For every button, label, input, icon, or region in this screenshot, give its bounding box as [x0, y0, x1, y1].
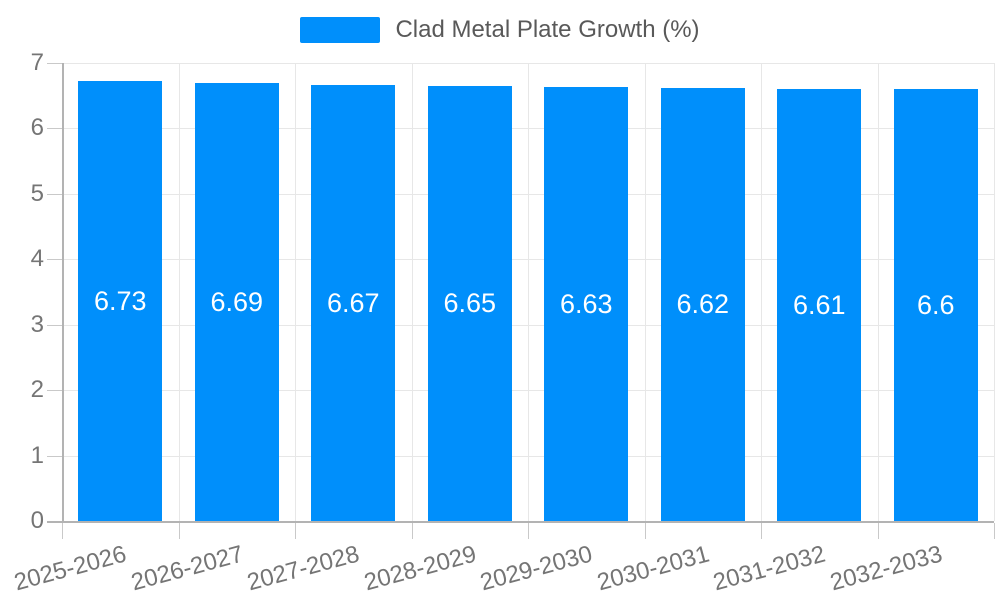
- y-tick-label: 6: [30, 114, 44, 142]
- legend-label: Clad Metal Plate Growth (%): [395, 16, 700, 43]
- bar: [194, 83, 279, 521]
- bar-value-label: 6.62: [676, 289, 730, 320]
- y-tick-label: 3: [30, 310, 44, 338]
- bar-value-label: 6.73: [93, 285, 147, 316]
- legend-swatch-icon: [300, 17, 381, 43]
- y-tick-label: 7: [30, 49, 44, 76]
- x-axis-tick: [411, 523, 413, 539]
- y-axis-tick: [47, 193, 62, 195]
- y-axis-tick: [47, 324, 62, 326]
- x-tick-label: 2026-2027: [128, 540, 247, 597]
- x-axis-tick: [528, 523, 529, 539]
- x-axis-tick: [62, 523, 63, 539]
- x-axis-line: [47, 521, 994, 523]
- x-axis-tick: [994, 523, 995, 539]
- v-gridline: [295, 63, 296, 521]
- bar: [311, 84, 396, 521]
- bar: [660, 87, 745, 521]
- v-gridline: [877, 63, 879, 521]
- x-tick-label: 2030-2031: [594, 540, 713, 597]
- x-tick-label: 2031-2032: [710, 540, 829, 597]
- y-axis-tick: [47, 390, 62, 392]
- bar: [893, 89, 978, 521]
- legend: Clad Metal Plate Growth (%): [0, 16, 1000, 44]
- y-tick-label: 1: [30, 441, 44, 469]
- v-gridline: [994, 63, 995, 521]
- bar: [427, 85, 512, 521]
- bar-value-label: 6.67: [326, 287, 380, 318]
- x-axis-tick: [295, 523, 296, 539]
- legend-item[interactable]: Clad Metal Plate Growth (%): [300, 16, 700, 44]
- x-axis-tick: [761, 523, 762, 539]
- bar-value-label: 6.6: [916, 290, 955, 321]
- y-axis-tick: [47, 259, 62, 261]
- y-axis-tick: [47, 128, 62, 130]
- x-axis-tick: [644, 523, 646, 539]
- y-tick-label: 4: [30, 245, 44, 273]
- bar: [78, 80, 163, 521]
- x-tick-label: 2027-2028: [244, 540, 363, 597]
- bar-value-label: 6.69: [210, 287, 264, 318]
- y-tick-label: 2: [30, 376, 44, 404]
- y-axis-tick: [47, 63, 62, 64]
- v-gridline: [761, 63, 762, 521]
- bar-value-label: 6.61: [792, 289, 846, 320]
- x-tick-label: 2029-2030: [477, 540, 596, 597]
- bar-value-label: 6.65: [443, 288, 497, 319]
- y-tick-label: 0: [30, 507, 44, 534]
- x-axis-tick: [877, 523, 879, 539]
- x-tick-label: 2032-2033: [827, 540, 946, 597]
- x-tick-label: 2028-2029: [361, 540, 480, 597]
- bar: [544, 87, 629, 521]
- v-gridline: [411, 63, 413, 521]
- bar: [777, 88, 862, 521]
- y-tick-label: 5: [30, 179, 44, 207]
- x-tick-label: 2025-2026: [11, 540, 130, 597]
- bar-value-label: 6.63: [559, 289, 613, 320]
- v-gridline: [528, 63, 529, 521]
- v-gridline: [178, 63, 180, 521]
- x-axis-tick: [178, 523, 180, 539]
- y-axis-tick: [47, 455, 62, 457]
- v-gridline: [644, 63, 646, 521]
- y-axis-line: [62, 63, 64, 523]
